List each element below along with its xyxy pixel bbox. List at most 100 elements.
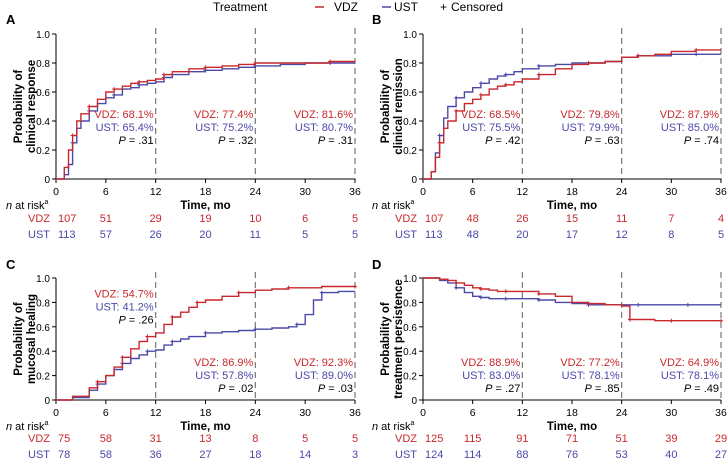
y-axis-label: treatment persistence: [393, 279, 405, 399]
censor-mark: [454, 280, 459, 285]
x-axis-label: Time, mo: [180, 421, 230, 433]
x-tick-label: 0: [420, 186, 426, 198]
censor-mark: [319, 290, 324, 295]
y-axis-label: Probability of: [380, 70, 392, 144]
censor-mark: [328, 59, 333, 64]
risk-value-vdz: 29: [715, 433, 727, 445]
risk-value-vdz: 51: [100, 213, 112, 225]
y-tick-label: 0.2: [36, 372, 50, 383]
risk-value-vdz: 107: [425, 213, 443, 225]
risk-value-vdz: 125: [425, 433, 443, 445]
risk-value-ust: 11: [250, 229, 261, 241]
risk-value-vdz: 51: [616, 433, 628, 445]
risk-value-ust: 48: [467, 229, 479, 241]
censor-mark: [503, 82, 508, 87]
risk-value-ust: 18: [249, 449, 261, 461]
y-tick-label: 0.4: [36, 117, 50, 128]
annotation-vdz: VDZ: 68.1%: [94, 109, 154, 121]
censor-mark: [112, 92, 117, 97]
annotation-ust: UST: 83.0%: [462, 370, 520, 382]
risk-value-vdz: 107: [58, 213, 76, 225]
risk-row-label-vdz: VDZ: [395, 433, 417, 445]
risk-value-ust: 12: [616, 229, 628, 241]
y-tick-label: 0.6: [36, 323, 50, 334]
censor-mark: [145, 349, 150, 354]
x-tick-label: 36: [715, 407, 727, 419]
x-tick-label: 24: [616, 407, 628, 419]
censor-mark: [253, 327, 258, 332]
risk-value-vdz: 29: [150, 213, 162, 225]
risk-row-label-vdz: VDZ: [395, 213, 417, 225]
censor-mark: [454, 285, 459, 290]
risk-value-ust: 26: [150, 229, 162, 241]
censor-mark: [636, 53, 641, 58]
x-tick-label: 18: [566, 407, 578, 419]
annotation-vdz: VDZ: 92.3%: [294, 357, 354, 369]
x-tick-label: 18: [200, 407, 212, 419]
risk-value-ust: 3: [352, 449, 358, 461]
x-tick-label: 6: [470, 186, 476, 198]
risk-value-vdz: 4: [718, 213, 724, 225]
censor-mark: [170, 339, 175, 344]
risk-value-vdz: 5: [302, 433, 308, 445]
censor-mark: [353, 284, 357, 289]
risk-table-label: n at riska: [372, 199, 415, 212]
x-tick-label: 30: [299, 186, 311, 198]
risk-value-ust: 113: [58, 229, 76, 241]
y-axis-label: Probability of: [380, 302, 392, 376]
legend-vdz-label: VDZ: [334, 0, 358, 14]
annotation-p-value: P = .26: [118, 315, 153, 327]
legend-censored-label: Censored: [451, 0, 503, 14]
y-tick-label: 1.0: [403, 274, 417, 285]
annotation-vdz: VDZ: 87.9%: [660, 109, 720, 121]
risk-value-ust: 78: [58, 449, 70, 461]
risk-value-ust: 27: [715, 449, 727, 461]
censor-mark: [145, 334, 150, 339]
risk-value-vdz: 39: [665, 433, 677, 445]
risk-value-ust: 8: [668, 229, 674, 241]
risk-row-label-vdz: VDZ: [28, 433, 50, 445]
annotation-ust: UST: 57.8%: [195, 370, 253, 382]
risk-value-ust: 76: [566, 449, 578, 461]
censor-mark: [294, 322, 299, 327]
y-axis-label: Probability of: [13, 70, 25, 144]
annotation-ust: UST: 65.4%: [96, 122, 154, 134]
risk-value-ust: 14: [299, 449, 311, 461]
x-tick-label: 6: [103, 407, 109, 419]
panel-c: C Probability of mucosal healing 0 0.2 0.4 0.6…: [6, 257, 361, 461]
annotation-p-value: P = .42: [485, 135, 520, 147]
annotation-ust: UST: 75.2%: [195, 122, 253, 134]
x-tick-label: 0: [53, 186, 59, 198]
series-line-vdz: [56, 285, 355, 401]
y-tick-label: 0.4: [403, 347, 417, 358]
risk-table-label: n at riska: [372, 420, 415, 433]
y-tick-label: 1.0: [36, 30, 50, 41]
annotation-ust: UST: 85.0%: [661, 122, 719, 134]
risk-value-vdz: 58: [100, 433, 112, 445]
risk-row-label-ust: UST: [28, 229, 50, 241]
annotation-vdz: VDZ: 88.9%: [461, 357, 521, 369]
risk-value-vdz: 75: [58, 433, 70, 445]
censor-mark: [203, 65, 208, 70]
annotation-vdz: VDZ: 86.9%: [194, 357, 254, 369]
annotation-p-value: P = .31: [318, 135, 353, 147]
x-axis-label: Time, mo: [547, 200, 597, 212]
annotation-ust: UST: 79.9%: [562, 122, 620, 134]
annotation-p-value: P = .63: [584, 135, 619, 147]
censor-mark: [694, 52, 699, 57]
panel-label: C: [6, 257, 16, 272]
annotation-p-value: P = .85: [584, 383, 619, 395]
y-tick-label: 0.2: [403, 372, 417, 383]
y-tick-label: 0: [44, 396, 50, 407]
risk-value-vdz: 5: [352, 213, 358, 225]
annotation-p-value: P = .02: [218, 383, 253, 395]
risk-row-label-ust: UST: [395, 229, 417, 241]
x-tick-label: 36: [349, 186, 361, 198]
censor-mark: [478, 81, 483, 86]
risk-value-vdz: 11: [616, 213, 627, 225]
censor-mark: [203, 330, 208, 335]
annotation-p-value: P = .32: [218, 135, 253, 147]
annotation-p-value: P = .74: [684, 135, 719, 147]
risk-value-ust: 58: [100, 449, 112, 461]
risk-value-vdz: 8: [252, 433, 258, 445]
